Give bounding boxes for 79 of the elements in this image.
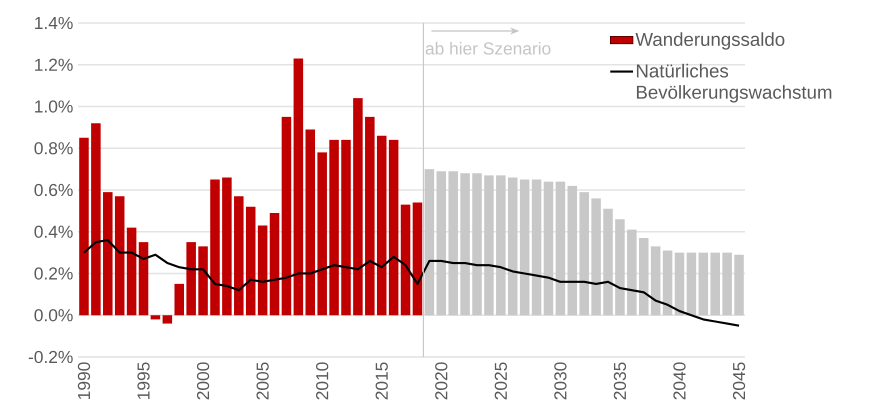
x-tick-label: 2000 bbox=[196, 362, 210, 400]
bar bbox=[258, 225, 268, 316]
bar bbox=[306, 129, 316, 316]
bar bbox=[162, 315, 172, 324]
y-tick-label: 1.0% bbox=[35, 100, 73, 113]
x-tick-label: 1995 bbox=[137, 362, 150, 399]
y-tick-label: -0.2% bbox=[28, 350, 73, 364]
bar bbox=[710, 252, 720, 316]
y-tick-label: 0.0% bbox=[34, 309, 73, 322]
bar bbox=[270, 212, 280, 316]
x-tick-label: 2020 bbox=[435, 362, 448, 400]
bar bbox=[436, 171, 446, 316]
bar bbox=[662, 250, 672, 316]
x-tick-label: 2005 bbox=[256, 362, 269, 400]
bar bbox=[329, 140, 339, 316]
bar bbox=[174, 284, 184, 316]
bar bbox=[472, 173, 482, 316]
x-tick-label: 2035 bbox=[614, 362, 626, 400]
bar bbox=[412, 202, 422, 316]
bar bbox=[674, 252, 684, 316]
ref-line-label: ab hier Szenario bbox=[426, 42, 550, 55]
bar bbox=[568, 186, 578, 316]
bar bbox=[79, 138, 89, 316]
y-tick-label: 0.6% bbox=[34, 184, 73, 196]
x-tick-label: 2045 bbox=[732, 362, 746, 400]
bar bbox=[460, 173, 470, 316]
bar bbox=[365, 116, 375, 316]
x-tick-label: 2030 bbox=[554, 362, 567, 400]
bar bbox=[341, 140, 351, 316]
bar bbox=[520, 180, 530, 316]
bar bbox=[734, 254, 744, 316]
bar bbox=[722, 252, 732, 316]
bar bbox=[246, 206, 256, 316]
bar bbox=[234, 196, 244, 316]
bar bbox=[496, 175, 506, 316]
bar bbox=[150, 315, 160, 320]
bar bbox=[388, 140, 398, 316]
bar bbox=[222, 177, 232, 316]
bar bbox=[591, 198, 601, 316]
bar bbox=[603, 208, 613, 316]
x-tick-label: 2015 bbox=[376, 362, 388, 400]
bar bbox=[508, 177, 518, 316]
bar bbox=[210, 180, 220, 316]
bar bbox=[686, 252, 696, 316]
bar bbox=[317, 152, 327, 316]
bar bbox=[198, 246, 208, 316]
x-tick-label: 1990 bbox=[78, 362, 90, 399]
bar bbox=[627, 230, 637, 316]
bar bbox=[579, 192, 589, 316]
x-tick-label: 2040 bbox=[673, 362, 686, 400]
bar bbox=[186, 242, 196, 316]
bar bbox=[294, 58, 304, 316]
y-tick-label: 1.2% bbox=[35, 58, 73, 71]
bar bbox=[114, 196, 124, 316]
x-tick-label: 2010 bbox=[316, 362, 328, 400]
bar bbox=[544, 182, 554, 316]
y-tick-label: 0.8% bbox=[34, 142, 73, 154]
bar bbox=[103, 192, 113, 316]
bar bbox=[532, 180, 542, 316]
bar bbox=[138, 242, 148, 316]
bar bbox=[615, 219, 625, 316]
bar bbox=[556, 182, 566, 316]
bar bbox=[353, 98, 363, 316]
bar bbox=[376, 136, 386, 316]
bar bbox=[448, 171, 458, 316]
bar bbox=[638, 238, 649, 316]
y-tick-label: 0.4% bbox=[34, 226, 73, 238]
bar bbox=[400, 204, 410, 316]
x-tick-label: 2025 bbox=[494, 362, 507, 400]
bar bbox=[650, 246, 660, 316]
bar bbox=[698, 252, 708, 316]
bar bbox=[484, 175, 494, 316]
bar bbox=[91, 123, 101, 316]
bar bbox=[126, 228, 136, 316]
y-tick-label: 1.4% bbox=[35, 16, 73, 30]
legend-label: Wanderungssaldo bbox=[636, 32, 784, 50]
y-tick-label: 0.2% bbox=[34, 267, 73, 280]
bar bbox=[282, 116, 292, 316]
legend-label: Natürliches Bevölkerungswachstum bbox=[636, 64, 832, 103]
